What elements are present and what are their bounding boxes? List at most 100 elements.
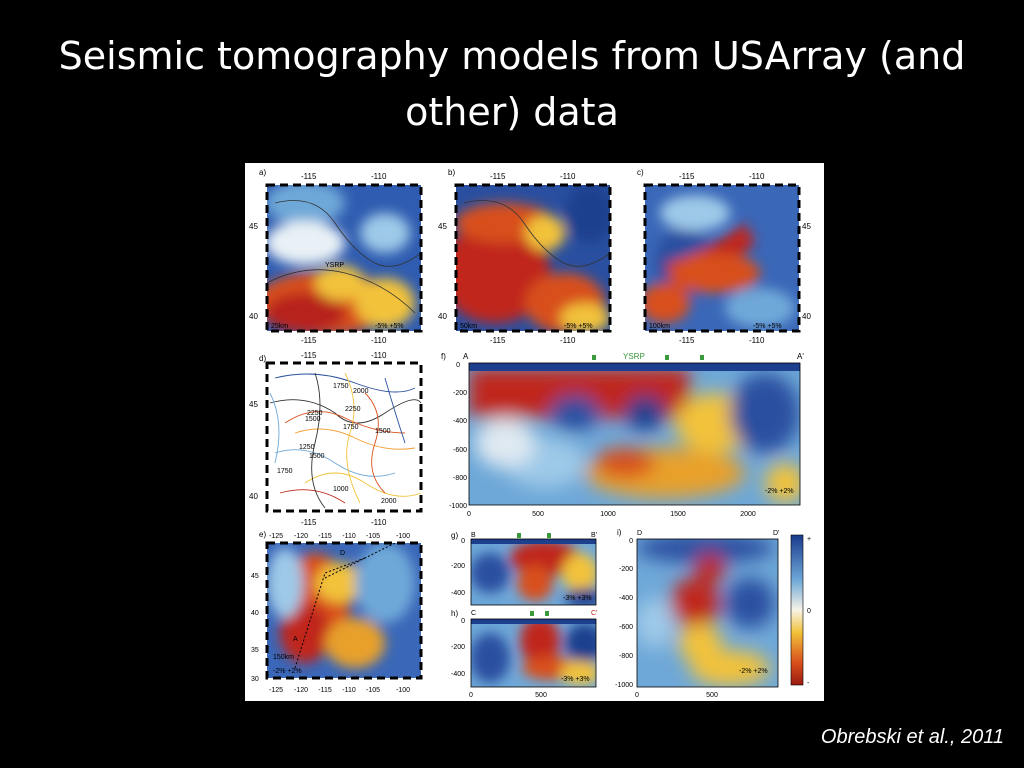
panel-h-marker-2 (545, 611, 549, 616)
panel-c-letter: c) (637, 168, 644, 177)
panel-e-y-tick-0: 45 (251, 573, 259, 580)
panel-h-letter: h) (451, 609, 458, 618)
panel-h-x-tick-0: 0 (469, 692, 473, 699)
panel-b-depth: 50km (460, 323, 477, 330)
panel-c-tick-x2: -110 (749, 172, 765, 181)
panel-i-scale: -2% +2% (739, 668, 768, 675)
panel-b-tick-y2: 40 (438, 312, 447, 321)
panel-b-tick-x2: -110 (560, 172, 576, 181)
contour-label-10: 1750 (277, 468, 293, 475)
panel-i-y-tick-2: -400 (619, 595, 633, 602)
panel-f-y-tick-1: -200 (453, 390, 467, 397)
panel-d-tick-y2: 40 (249, 492, 258, 501)
panel-g-label-b2: B' (591, 532, 597, 539)
panel-a-tick-x1-bottom: -115 (301, 336, 317, 345)
panel-d-contour-lines (269, 372, 422, 509)
contour-label-4: 2250 (345, 406, 361, 413)
panel-f-x-tick-4: 2000 (740, 511, 756, 518)
panel-i-section-image (637, 539, 778, 687)
panel-d-tick-x2: -110 (371, 351, 387, 360)
panel-e-label-a: A (293, 636, 298, 643)
panel-f-label-a: A (463, 352, 469, 361)
colorbar-mid-label: 0 (807, 608, 811, 615)
panel-i-y-tick-4: -800 (619, 653, 633, 660)
panel-e-x-tick-2-bottom: -115 (318, 687, 332, 694)
panel-g-marker-1 (517, 533, 521, 538)
panel-h-scale: -3% +3% (561, 676, 590, 683)
panel-a-ysrp-label: YSRP (325, 262, 344, 269)
contour-label-11: 2000 (381, 498, 397, 505)
panel-g-section-image (471, 539, 596, 605)
panel-f-section-image (469, 363, 800, 505)
panel-a-velocity-map (267, 185, 421, 331)
panel-e-y-tick-1: 40 (251, 610, 259, 617)
panel-a-tick-x1: -115 (301, 172, 317, 181)
contour-label-7: 1250 (299, 444, 315, 451)
slide-title-line-1: Seismic tomography models from USArray (… (58, 34, 966, 78)
panel-h-y-tick-0: 0 (461, 618, 465, 625)
panel-a-depth: 25km (271, 323, 288, 330)
panel-d-tick-x2-bottom: -110 (371, 518, 387, 527)
panel-c-tick-x1-bottom: -115 (679, 336, 695, 345)
panel-e-depth: 150km (273, 654, 294, 661)
panel-e-x-tick-0-bottom: -125 (269, 687, 283, 694)
panel-c-depth: 100km (649, 323, 670, 330)
panel-f-y-tick-5: -1000 (449, 503, 467, 510)
panel-g-label-b: B (471, 532, 476, 539)
panel-e-x-tick-5: -100 (396, 533, 410, 540)
map-panel-e: e) -125 -120 -115 -110 -105 -100 45 40 3… (251, 530, 423, 694)
panel-f-x-tick-2: 1000 (600, 511, 616, 518)
panel-i-y-tick-0: 0 (629, 538, 633, 545)
panel-i-x-tick-0: 0 (635, 692, 639, 699)
panel-e-x-tick-4: -105 (366, 533, 380, 540)
panel-h-y-tick-2: -400 (451, 671, 465, 678)
panel-e-x-tick-5-bottom: -100 (396, 687, 410, 694)
panel-f-x-tick-1: 500 (532, 511, 544, 518)
contour-label-8: 1500 (309, 453, 325, 460)
panel-c-tick-y1: 45 (802, 222, 811, 231)
panel-h-label-c: C (471, 610, 476, 617)
tomography-figure: a) -115 -110 45 40 -115 -110 YSRP 25km -… (245, 163, 824, 701)
panel-f-label-a2: A' (797, 352, 804, 361)
panel-c-scale: -5% +5% (753, 323, 782, 330)
panel-f-y-tick-3: -600 (453, 447, 467, 454)
panel-h-label-c2: C' (591, 610, 597, 617)
panel-f-ysrp: YSRP (623, 352, 645, 361)
panel-h-marker-1 (530, 611, 534, 616)
panel-i-y-tick-1: -200 (619, 566, 633, 573)
panel-c-tick-y2: 40 (802, 312, 811, 321)
panel-b-tick-y1: 45 (438, 222, 447, 231)
panel-i-y-tick-3: -600 (619, 624, 633, 631)
contour-label-12: 1500 (305, 416, 321, 423)
panel-h-x-tick-1: 500 (535, 692, 547, 699)
map-panel-c: c) -115 -110 45 40 -115 -110 100km -5% +… (637, 168, 811, 345)
panel-i-y-tick-5: -1000 (615, 682, 633, 689)
panel-g-y-tick-0: 0 (461, 538, 465, 545)
panel-c-tick-x2-bottom: -110 (749, 336, 765, 345)
panel-f-marker-1 (592, 355, 596, 360)
panel-e-label-d: D (340, 550, 345, 557)
panel-d-tick-x1: -115 (301, 351, 317, 360)
panel-e-y-tick-3: 30 (251, 676, 259, 683)
contour-label-5: 1750 (343, 424, 359, 431)
panel-e-x-tick-4-bottom: -105 (366, 687, 380, 694)
panel-e-scale: -2% +2% (273, 668, 302, 675)
panel-h-y-tick-1: -200 (451, 644, 465, 651)
panel-b-velocity-map (456, 185, 610, 331)
panel-f-marker-2 (665, 355, 669, 360)
panel-i-letter: i) (617, 528, 622, 537)
panel-c-tick-x1: -115 (679, 172, 695, 181)
panel-g-y-tick-1: -200 (451, 563, 465, 570)
panel-i-label-d2: D' (773, 530, 779, 537)
colorbar-top-label: + (807, 536, 811, 543)
panel-a-tick-y1: 45 (249, 222, 258, 231)
cross-section-panel-h: h) C C' 0 -200 -400 0 500 -3% +3% (451, 609, 597, 699)
panel-e-x-tick-3: -110 (342, 533, 356, 540)
panel-e-x-tick-0: -125 (269, 533, 283, 540)
panel-e-x-tick-2: -115 (318, 533, 332, 540)
contour-label-9: 1000 (333, 486, 349, 493)
panel-f-x-tick-0: 0 (467, 511, 471, 518)
panel-b-scale: -5% +5% (564, 323, 593, 330)
colorbar-bottom-label: - (807, 680, 810, 687)
slide-title-line-2: other) data (405, 90, 619, 134)
